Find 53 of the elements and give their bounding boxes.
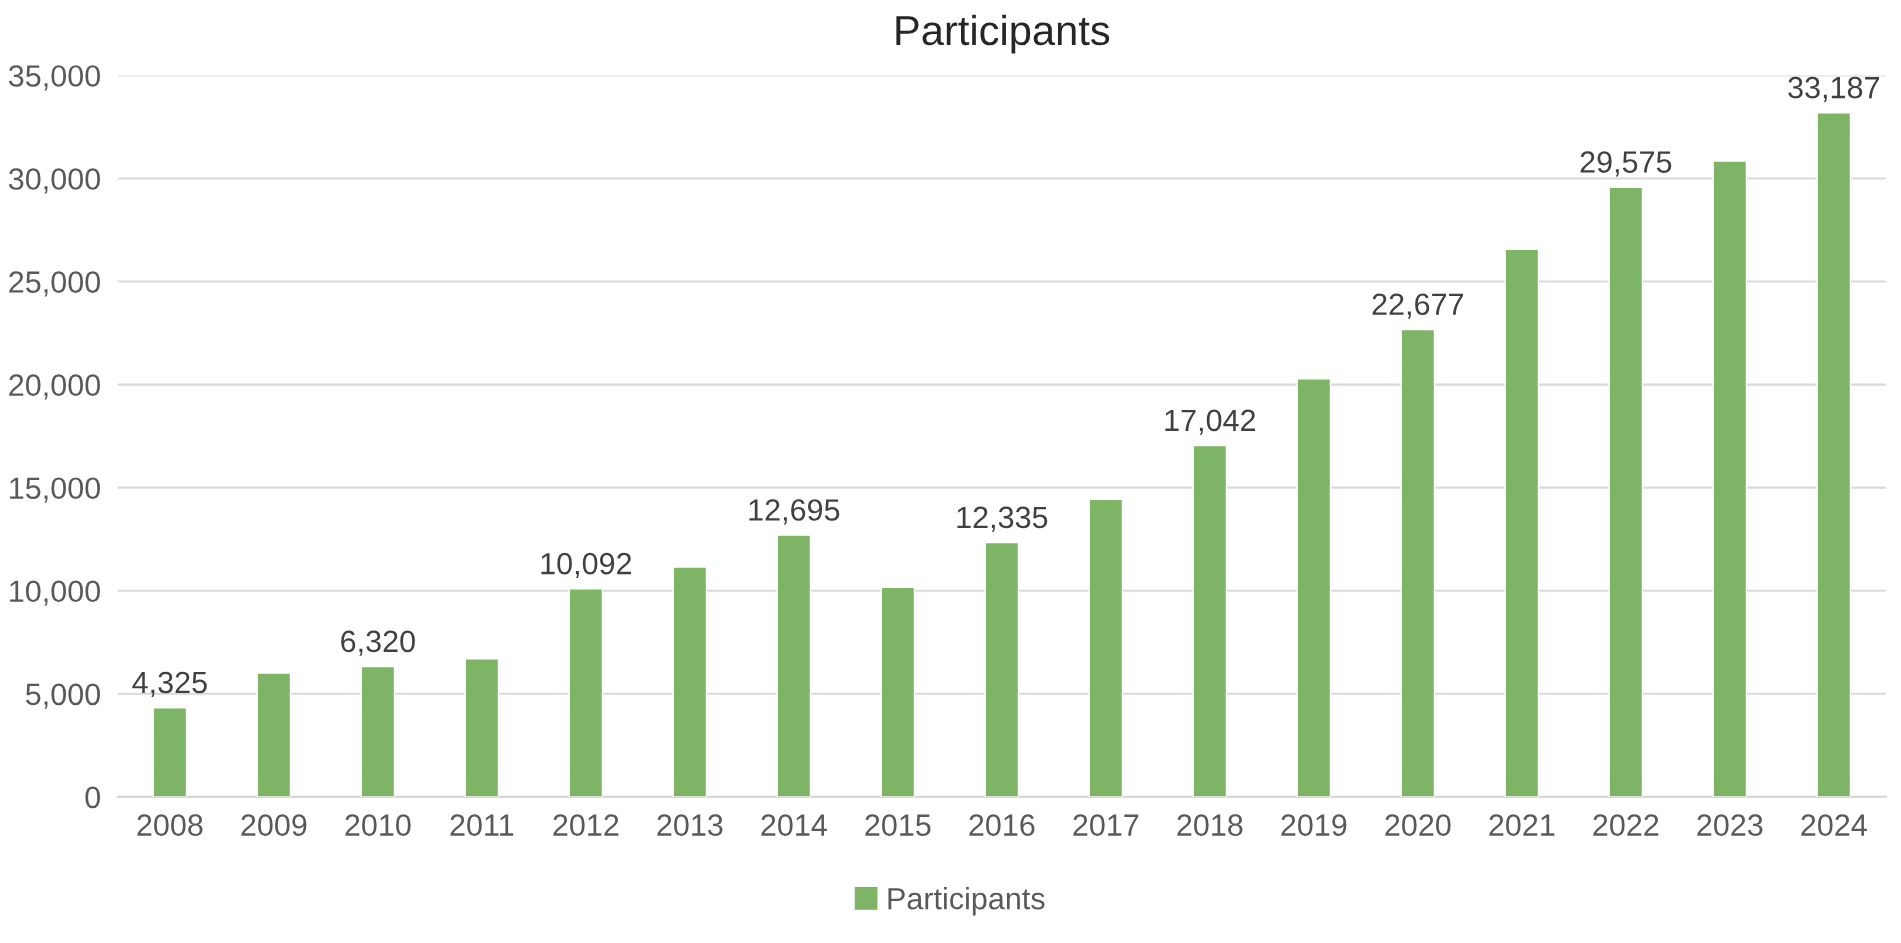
x-tick-label: 2020 [1385, 814, 1451, 836]
data-label: 12,335 [957, 506, 1048, 532]
bar [1296, 378, 1332, 797]
bar [1816, 112, 1852, 797]
legend-label: Participants [888, 887, 1045, 916]
x-tick-label: 2011 [450, 814, 514, 836]
data-label: 10,092 [541, 552, 632, 579]
y-tick-label: 5,000 [25, 683, 101, 709]
y-tick-label: 30,000 [8, 168, 101, 194]
data-label: 12,695 [749, 499, 840, 525]
bar [464, 658, 500, 797]
data-label: 4,325 [132, 671, 207, 697]
x-tick-label: 2024 [1801, 814, 1867, 836]
bar [1400, 328, 1436, 797]
data-label: 17,042 [1165, 409, 1256, 435]
x-tick-label: 2009 [241, 814, 307, 836]
bar [1504, 248, 1540, 797]
bar [1608, 186, 1644, 797]
x-tick-label: 2010 [345, 814, 411, 836]
x-tick-label: 2018 [1177, 814, 1243, 836]
bar [1088, 498, 1124, 797]
y-tick-label: 10,000 [10, 580, 101, 606]
x-tick-label: 2012 [553, 814, 619, 836]
y-tick-label: 25,000 [9, 271, 101, 297]
data-label: 29,575 [1580, 151, 1672, 177]
bar [1192, 444, 1228, 797]
bar [984, 541, 1020, 797]
bar [672, 566, 708, 797]
x-tick-label: 2016 [969, 814, 1035, 836]
y-tick-label: 0 [85, 786, 100, 809]
y-tick-label: 20,000 [9, 374, 101, 400]
x-tick-label: 2021 [1489, 814, 1555, 836]
data-label: 33,187 [1788, 76, 1879, 103]
bar [152, 706, 188, 797]
x-tick-label: 2017 [1073, 814, 1139, 836]
bar [360, 665, 396, 797]
x-tick-label: 2013 [657, 814, 723, 836]
y-tick-label: 15,000 [10, 477, 101, 503]
bar [568, 588, 604, 797]
x-tick-label: 2023 [1697, 814, 1763, 836]
bar [776, 534, 812, 797]
bar [256, 672, 292, 797]
data-label: 22,677 [1372, 293, 1464, 319]
x-tick-label: 2022 [1593, 814, 1659, 836]
bar [1712, 160, 1748, 797]
x-tick-label: 2008 [137, 814, 203, 836]
y-tick-label: 35,000 [8, 65, 101, 91]
bar [880, 586, 916, 797]
x-tick-label: 2019 [1281, 814, 1347, 836]
chart-title: Participants [896, 14, 1110, 54]
x-tick-label: 2015 [865, 814, 931, 836]
data-label: 6,320 [341, 630, 415, 656]
x-tick-label: 2014 [761, 814, 827, 836]
